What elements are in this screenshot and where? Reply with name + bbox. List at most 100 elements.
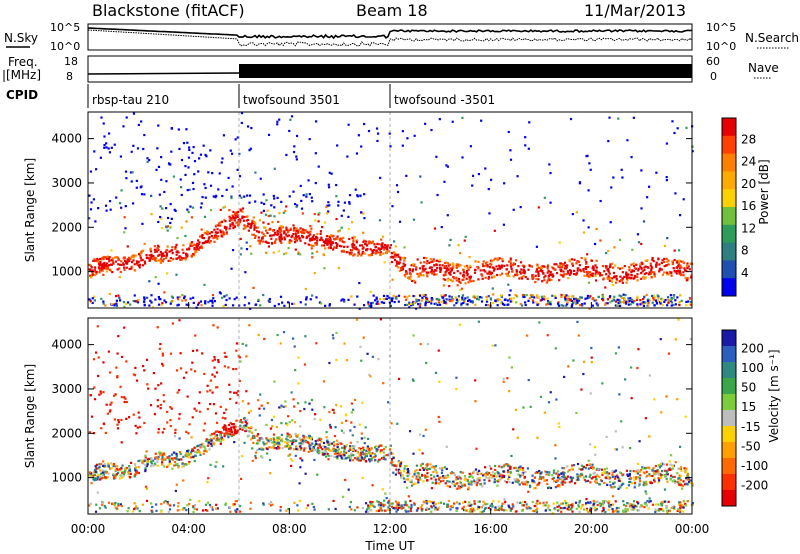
echo-cell xyxy=(326,212,329,215)
cpid-segment-2-label: twofsound 3501 xyxy=(243,93,340,107)
echo-cell xyxy=(181,465,184,468)
echo-cell xyxy=(691,150,694,153)
echo-cell xyxy=(92,358,96,361)
echo-cell xyxy=(509,257,512,260)
echo-cell xyxy=(293,302,296,305)
echo-cell xyxy=(225,231,228,234)
echo-cell xyxy=(421,265,424,268)
echo-cell xyxy=(408,306,411,309)
echo-cell xyxy=(264,234,267,238)
echo-cell xyxy=(686,500,689,503)
echo-cell xyxy=(655,302,659,305)
echo-cell xyxy=(430,128,433,132)
echo-cell xyxy=(122,256,125,259)
echo-cell xyxy=(400,476,403,479)
echo-cell xyxy=(89,264,92,268)
echo-cell xyxy=(202,237,206,240)
echo-cell xyxy=(546,297,549,300)
echo-cell xyxy=(434,302,438,305)
echo-cell xyxy=(484,474,487,477)
echo-cell xyxy=(146,461,149,464)
echo-cell xyxy=(502,465,505,468)
echo-cell xyxy=(500,508,504,511)
echo-cell xyxy=(206,444,210,447)
echo-cell xyxy=(342,298,346,301)
echo-cell xyxy=(603,270,606,273)
echo-cell xyxy=(375,249,378,252)
echo-cell xyxy=(575,272,579,275)
echo-cell xyxy=(629,297,632,300)
echo-cell xyxy=(148,280,151,283)
echo-cell xyxy=(665,257,668,260)
echo-cell xyxy=(424,467,427,470)
echo-cell xyxy=(154,250,157,254)
echo-cell xyxy=(384,445,387,449)
echo-cell xyxy=(607,249,610,253)
echo-cell xyxy=(124,302,127,305)
echo-cell xyxy=(569,117,573,121)
echo-cell xyxy=(293,448,296,451)
echo-cell xyxy=(532,275,535,279)
echo-cell xyxy=(251,459,254,462)
echo-cell xyxy=(161,207,164,210)
echo-cell xyxy=(377,251,380,254)
echo-cell xyxy=(433,264,436,267)
echo-cell xyxy=(249,429,252,432)
echo-cell xyxy=(401,265,404,268)
echo-cell xyxy=(588,463,591,466)
echo-cell xyxy=(313,458,316,462)
echo-cell xyxy=(463,239,466,242)
noise-tick-bottom: 10^0 xyxy=(706,40,736,53)
echo-cell xyxy=(580,388,583,391)
echo-cell xyxy=(232,367,235,371)
echo-cell xyxy=(364,510,368,513)
echo-cell xyxy=(456,487,459,490)
echo-cell xyxy=(236,394,239,397)
echo-cell xyxy=(360,145,363,148)
echo-cell xyxy=(370,302,373,305)
echo-cell xyxy=(622,473,625,476)
echo-cell xyxy=(341,446,344,449)
echo-cell xyxy=(231,248,235,252)
echo-cell xyxy=(157,248,160,251)
echo-cell xyxy=(88,298,91,301)
echo-cell xyxy=(216,231,219,234)
echo-cell xyxy=(582,269,585,272)
echo-cell xyxy=(622,301,626,304)
echo-cell xyxy=(623,298,627,301)
echo-cell xyxy=(187,462,191,465)
echo-cell xyxy=(328,304,331,307)
echo-cell xyxy=(398,261,401,264)
echo-cell xyxy=(203,422,207,425)
echo-cell xyxy=(240,121,243,125)
echo-cell xyxy=(204,186,207,190)
echo-cell xyxy=(225,226,228,229)
echo-cell xyxy=(651,296,655,300)
echo-cell xyxy=(490,502,493,506)
echo-cell xyxy=(360,244,364,247)
echo-cell xyxy=(370,456,374,459)
echo-cell xyxy=(272,415,275,418)
echo-cell xyxy=(614,352,618,355)
echo-cell xyxy=(564,295,567,299)
echo-cell xyxy=(595,259,598,262)
echo-cell xyxy=(211,391,214,394)
echo-cell xyxy=(676,260,679,263)
echo-cell xyxy=(666,480,669,483)
echo-cell xyxy=(659,302,662,305)
echo-cell xyxy=(556,302,560,305)
echo-cell xyxy=(182,141,186,145)
echo-cell xyxy=(379,318,382,321)
echo-cell xyxy=(158,454,162,457)
echo-cell xyxy=(222,465,225,468)
echo-cell xyxy=(505,268,508,271)
echo-cell xyxy=(425,262,428,265)
echo-cell xyxy=(530,295,534,298)
echo-cell xyxy=(191,181,195,185)
echo-cell xyxy=(604,265,607,268)
echo-cell xyxy=(89,394,92,397)
echo-cell xyxy=(122,263,125,266)
echo-cell xyxy=(279,505,282,509)
echo-cell xyxy=(560,502,563,505)
